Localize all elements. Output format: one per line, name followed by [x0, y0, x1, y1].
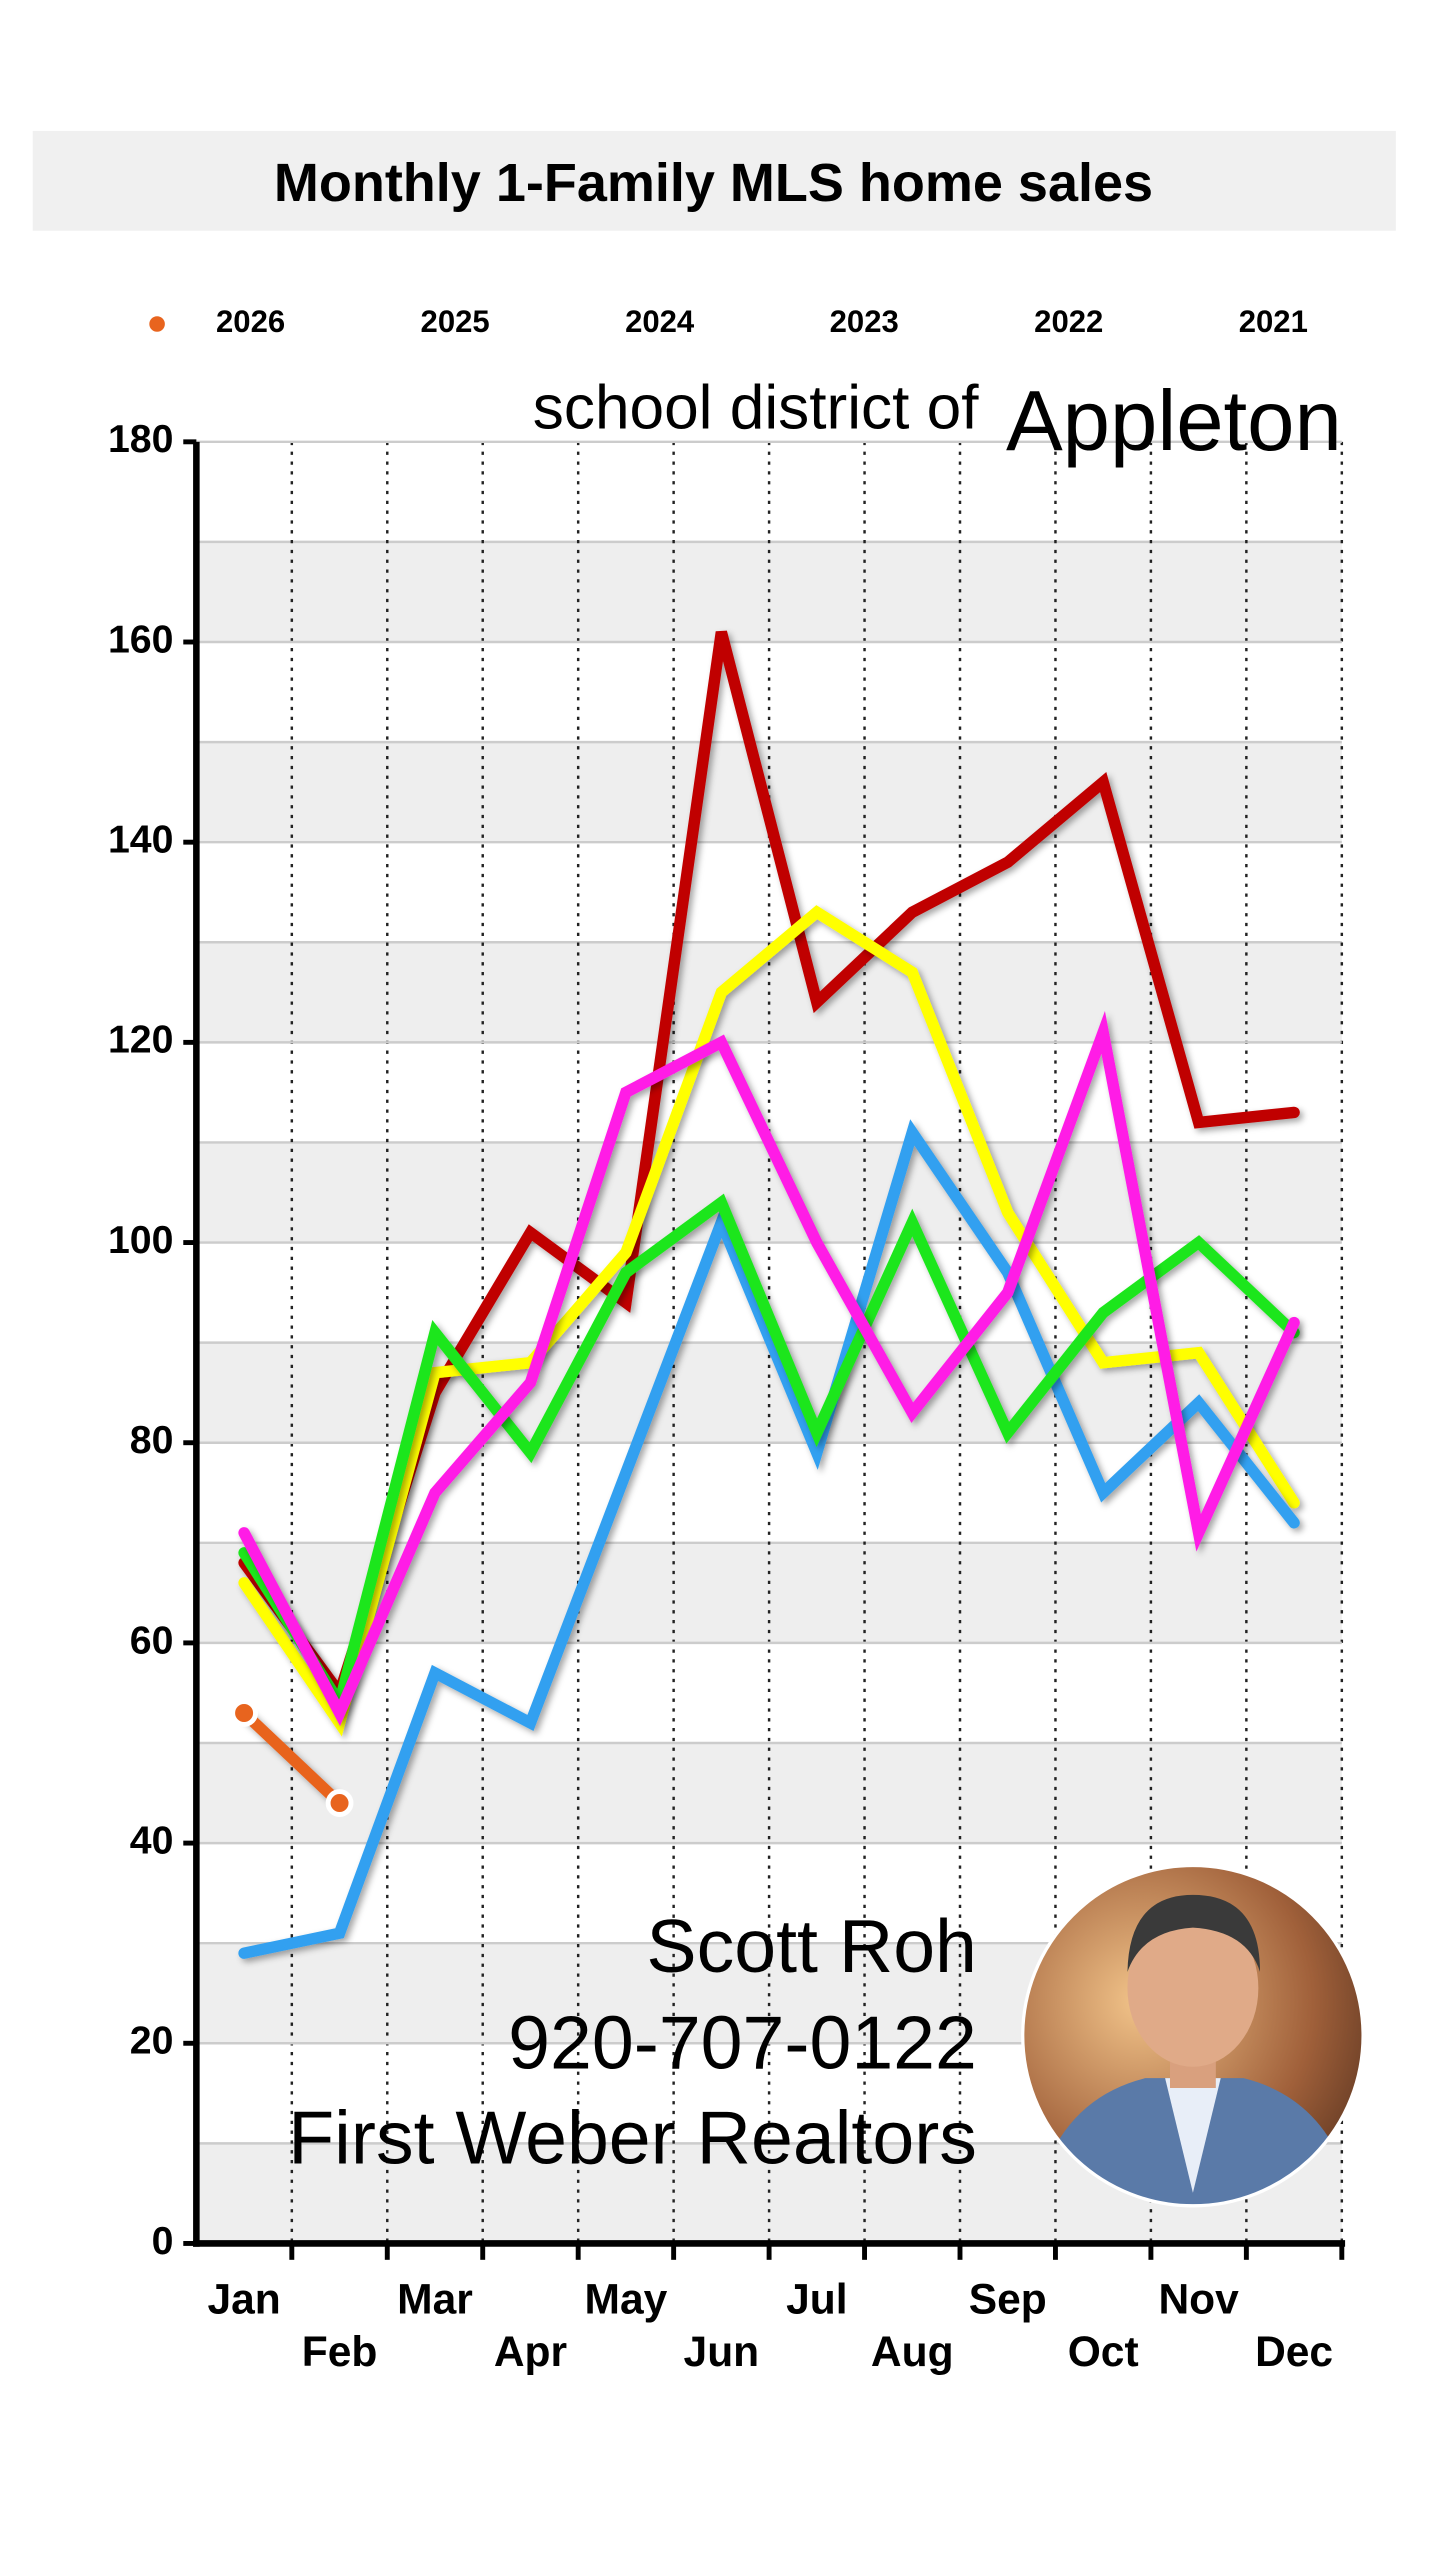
x-tick-label: Aug [871, 2328, 954, 2376]
y-tick-label: 100 [108, 1218, 174, 1262]
legend-label: 2022 [1034, 304, 1103, 339]
legend-label: 2024 [625, 304, 695, 339]
legend-label: 2025 [421, 304, 490, 339]
subtitle: school district of [533, 374, 979, 443]
y-tick-label: 160 [108, 617, 174, 661]
series-line [238, 905, 1300, 1737]
chart-title: Monthly 1-Family MLS home sales [274, 153, 1153, 213]
y-tick-label: 20 [130, 2019, 174, 2063]
x-tick-label: Nov [1158, 2276, 1239, 2324]
x-tick-label: Oct [1068, 2328, 1139, 2376]
agent-phone: 920-707-0122 [508, 2000, 977, 2084]
series-line [238, 1193, 1300, 1718]
x-tick-label: Feb [302, 2328, 378, 2376]
y-tick-label: 140 [108, 818, 174, 862]
agent-company: First Weber Realtors [288, 2095, 977, 2179]
x-tick-label: Jul [786, 2276, 847, 2324]
legend-label: 2023 [830, 304, 899, 339]
photo-frame [1021, 1863, 1365, 2208]
x-tick-label: Sep [969, 2276, 1047, 2324]
subtitle-place: Appleton [1006, 374, 1342, 469]
y-tick-label: 60 [130, 1618, 174, 1662]
x-tick-label: May [585, 2276, 668, 2324]
x-tick-label: Apr [494, 2328, 567, 2376]
series-marker [230, 1699, 259, 1727]
x-tick-label: Dec [1255, 2328, 1333, 2376]
agent-name: Scott Roh [646, 1904, 976, 1988]
series-line [238, 1707, 346, 1809]
x-tick-label: Mar [397, 2276, 473, 2324]
series-marker [325, 1789, 354, 1817]
legend-marker [145, 312, 169, 336]
legend-label: 2021 [1239, 304, 1308, 339]
x-tick-label: Jun [684, 2328, 760, 2376]
y-tick-label: 40 [130, 1818, 174, 1862]
x-tick-label: Jan [207, 2276, 280, 2324]
y-tick-label: 120 [108, 1018, 174, 1062]
y-tick-label: 180 [108, 417, 174, 461]
legend-label: 2026 [216, 304, 285, 339]
y-tick-label: 0 [152, 2219, 174, 2263]
title-banner [32, 130, 1396, 231]
y-tick-label: 80 [130, 1418, 174, 1462]
series-line [238, 1010, 1300, 1727]
series-line [238, 1119, 1300, 1959]
